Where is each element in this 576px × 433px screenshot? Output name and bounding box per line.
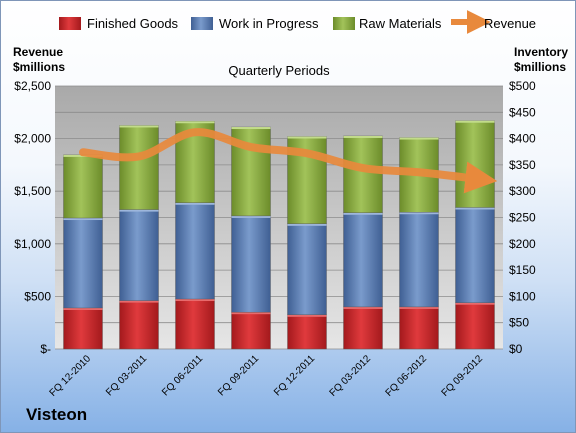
x-axis-ticks: FQ 12-2010 FQ 03-2011 FQ 06-2011 FQ 09-2011… bbox=[48, 353, 486, 399]
x-tick-label: FQ 03-2011 bbox=[104, 353, 149, 398]
x-tick-label: FQ 12-2010 bbox=[48, 353, 94, 399]
bar-top-highlight bbox=[175, 202, 215, 205]
bar-top-highlight bbox=[119, 125, 159, 128]
bar-raw-materials bbox=[455, 120, 495, 208]
bar-work-in-progress bbox=[175, 202, 215, 300]
right-axis-title-line1: Inventory bbox=[514, 45, 568, 59]
bar-top-highlight bbox=[399, 137, 439, 140]
bar-top-highlight bbox=[231, 127, 271, 130]
x-tick-label: FQ 06-2011 bbox=[160, 353, 205, 398]
left-axis-title-line1: Revenue bbox=[13, 45, 63, 59]
bar-top-highlight bbox=[399, 212, 439, 215]
x-tick-label: FQ 03-2012 bbox=[328, 353, 374, 399]
right-tick-label: $450 bbox=[509, 105, 536, 119]
legend-label-revenue: Revenue bbox=[484, 16, 536, 31]
bar-finished-goods bbox=[287, 314, 327, 350]
bar-top-highlight bbox=[343, 212, 383, 215]
left-tick-label: $- bbox=[40, 342, 51, 356]
bar-top-highlight bbox=[175, 121, 215, 124]
bar-finished-goods bbox=[231, 311, 271, 350]
right-tick-label: $350 bbox=[509, 158, 536, 172]
right-tick-label: $0 bbox=[509, 342, 523, 356]
legend-label-finished-goods: Finished Goods bbox=[87, 16, 179, 31]
legend-label-work-in-progress: Work in Progress bbox=[219, 16, 319, 31]
left-tick-label: $500 bbox=[24, 289, 51, 303]
bar-top-highlight bbox=[63, 307, 103, 310]
bar-top-highlight bbox=[63, 218, 103, 221]
legend-label-raw-materials: Raw Materials bbox=[359, 16, 442, 31]
bars bbox=[63, 120, 495, 350]
bar-work-in-progress bbox=[119, 209, 159, 301]
legend-swatch-finished-goods bbox=[59, 17, 81, 30]
bar-raw-materials bbox=[343, 135, 383, 213]
right-tick-label: $250 bbox=[509, 211, 536, 225]
right-tick-label: $400 bbox=[509, 132, 536, 146]
bar-finished-goods bbox=[399, 306, 439, 350]
x-tick-label: FQ 09-2012 bbox=[440, 353, 486, 399]
bar-top-highlight bbox=[231, 215, 271, 218]
right-tick-label: $300 bbox=[509, 184, 536, 198]
bar-work-in-progress bbox=[399, 212, 439, 308]
bar-top-highlight bbox=[287, 314, 327, 317]
bar-top-highlight bbox=[343, 135, 383, 138]
left-axis-ticks: $- $500 $1,000 $1,500 $2,000 $2,500 bbox=[14, 79, 51, 356]
x-tick-label: FQ 09-2011 bbox=[216, 353, 261, 398]
bar-top-highlight bbox=[455, 207, 495, 210]
bar-work-in-progress bbox=[287, 223, 327, 316]
revenue-line bbox=[79, 128, 498, 194]
right-tick-label: $100 bbox=[509, 289, 536, 303]
left-tick-label: $2,500 bbox=[14, 79, 51, 93]
bar-top-highlight bbox=[343, 306, 383, 309]
left-tick-label: $1,500 bbox=[14, 184, 51, 198]
right-tick-label: $500 bbox=[509, 79, 536, 93]
revenue-line-path bbox=[79, 128, 498, 194]
right-tick-label: $150 bbox=[509, 263, 536, 277]
left-tick-label: $1,000 bbox=[14, 237, 51, 251]
chart-title: Quarterly Periods bbox=[228, 63, 330, 78]
left-tick-label: $2,000 bbox=[14, 132, 51, 146]
bar-top-highlight bbox=[175, 299, 215, 302]
bar-finished-goods bbox=[175, 298, 215, 350]
legend: Finished Goods Work in Progress Raw Mate… bbox=[59, 10, 536, 34]
bar-finished-goods bbox=[119, 300, 159, 350]
bar-finished-goods bbox=[343, 306, 383, 350]
bar-top-highlight bbox=[287, 223, 327, 226]
bar-raw-materials bbox=[119, 125, 159, 210]
bar-top-highlight bbox=[399, 306, 439, 309]
bar-finished-goods bbox=[63, 307, 103, 350]
right-axis-title-line2: $millions bbox=[514, 60, 566, 74]
bar-finished-goods bbox=[455, 302, 495, 350]
bar-work-in-progress bbox=[231, 215, 271, 313]
bar-top-highlight bbox=[455, 120, 495, 123]
x-tick-label: FQ 06-2012 bbox=[384, 353, 430, 399]
bar-top-highlight bbox=[119, 300, 159, 303]
right-tick-label: $200 bbox=[509, 237, 536, 251]
bar-work-in-progress bbox=[63, 217, 103, 309]
legend-swatch-work-in-progress bbox=[191, 17, 213, 30]
bar-top-highlight bbox=[455, 302, 495, 305]
legend-swatch-raw-materials bbox=[333, 17, 355, 30]
right-tick-label: $50 bbox=[509, 316, 529, 330]
right-axis-ticks: $0 $50 $100 $150 $200 $250 $300 $350 $400 $450 $50… bbox=[509, 79, 536, 356]
bar-top-highlight bbox=[119, 209, 159, 212]
x-tick-label: FQ 12-2011 bbox=[272, 353, 317, 398]
bar-top-highlight bbox=[287, 136, 327, 139]
bar-work-in-progress bbox=[455, 207, 495, 303]
bar-top-highlight bbox=[231, 312, 271, 315]
bar-work-in-progress bbox=[343, 212, 383, 308]
company-name: Visteon bbox=[26, 405, 88, 424]
left-axis-title-line2: $millions bbox=[13, 60, 65, 74]
bar-raw-materials bbox=[63, 154, 103, 219]
